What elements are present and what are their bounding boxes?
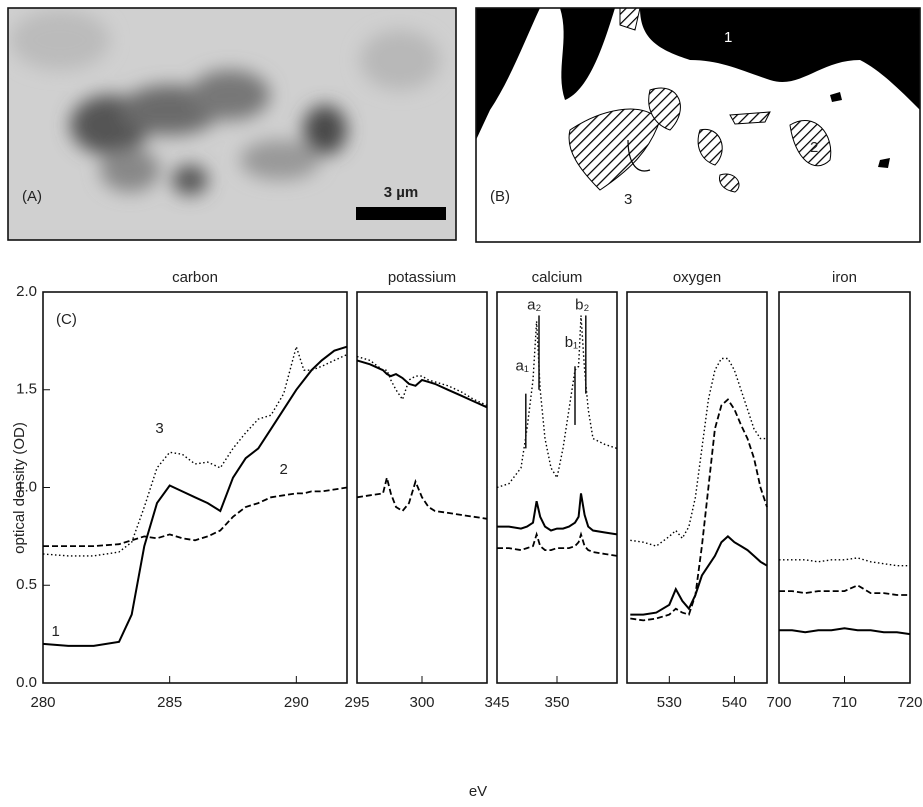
x-tick-label: 720	[897, 694, 922, 711]
curve-label: 3	[155, 420, 163, 437]
panel-label: (B)	[490, 188, 510, 205]
y-tick-label: 0.5	[16, 576, 37, 593]
y-tick-label: 0.0	[16, 674, 37, 691]
panel-label: (C)	[56, 311, 77, 328]
spectrum-line	[630, 535, 768, 616]
spectrum-line	[630, 398, 768, 622]
curve-label: 2	[279, 461, 287, 478]
spectrum-line	[42, 344, 348, 557]
x-tick-label: 710	[832, 694, 857, 711]
scale-bar-label: 3 µm	[384, 184, 419, 201]
plot-frame	[42, 291, 348, 684]
region-label: 3	[624, 191, 632, 208]
x-tick-label: 540	[722, 694, 747, 711]
curve-label: b₁	[565, 334, 578, 351]
spectrum-line	[779, 627, 911, 636]
x-tick-label: 285	[157, 694, 182, 711]
y-axis-title: optical density (OD)	[11, 422, 28, 554]
panel-label: (A)	[22, 188, 42, 205]
spectrum-line	[497, 531, 618, 557]
panel-title: iron	[832, 269, 857, 286]
curve-label: 1	[51, 623, 59, 640]
spectrum-line	[356, 359, 488, 409]
y-tick-label: 2.0	[16, 283, 37, 300]
panel-b: (B) 1 2 3	[475, 7, 921, 243]
spectrum-line	[497, 493, 618, 536]
plot-frame	[778, 291, 911, 684]
spectrum-line	[779, 557, 910, 567]
x-tick-label: 345	[484, 694, 509, 711]
x-tick-label: 300	[409, 694, 434, 711]
y-tick-label: 1.0	[16, 478, 37, 495]
x-tick-label: 290	[284, 694, 309, 711]
panel-title: potassium	[388, 269, 456, 286]
panel-a: (A) 3 µm	[7, 7, 457, 241]
y-tick-label: 1.5	[16, 381, 37, 398]
spectrum-line	[356, 477, 488, 520]
curve-label: a₁	[515, 357, 528, 374]
spectrum-line	[779, 584, 910, 596]
curve-label: a₂	[527, 297, 541, 314]
region-label: 2	[810, 139, 818, 156]
plot-frame	[496, 291, 618, 684]
spectrum-line	[630, 357, 767, 547]
x-tick-label: 350	[544, 694, 569, 711]
plot-frame	[626, 291, 768, 684]
panel-title: oxygen	[673, 269, 721, 286]
region-label: 1	[724, 29, 732, 46]
x-tick-label: 280	[30, 694, 55, 711]
x-tick-label: 530	[657, 694, 682, 711]
x-tick-label: 295	[344, 694, 369, 711]
curve-label: b₂	[575, 297, 589, 314]
spectrum-line	[42, 345, 348, 647]
panel-title: calcium	[532, 269, 583, 286]
spectrum-line	[356, 355, 488, 407]
x-axis-title: eV	[469, 783, 487, 800]
plot-frame	[356, 291, 488, 684]
x-tick-label: 700	[766, 694, 791, 711]
spectrum-line	[496, 315, 618, 489]
panel-title: carbon	[172, 269, 218, 286]
spectrum-line	[43, 486, 348, 547]
